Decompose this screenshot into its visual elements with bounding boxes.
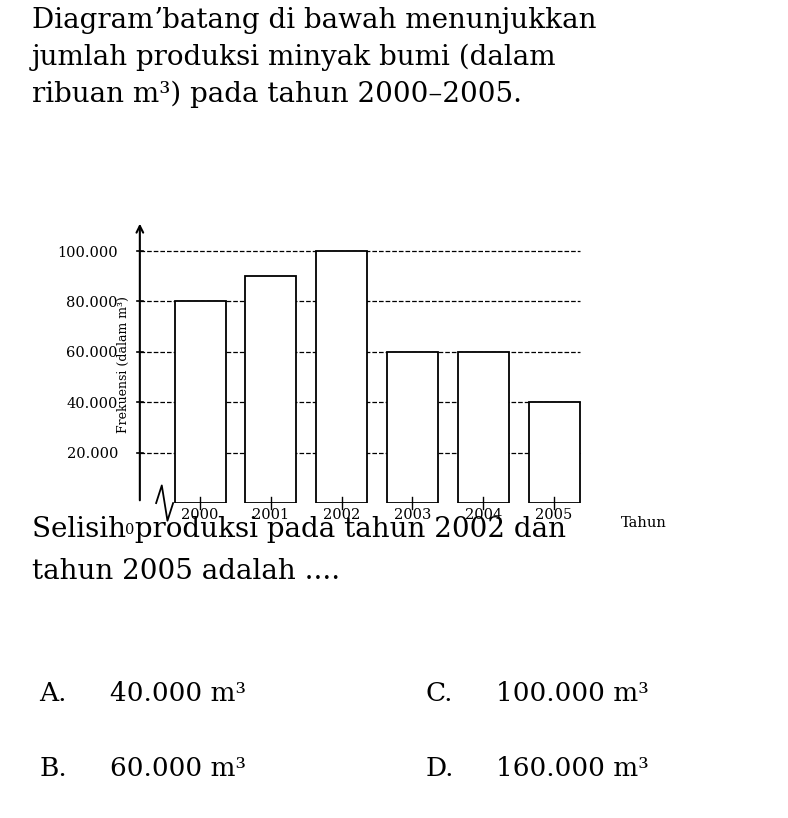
Text: D.: D. [426, 756, 454, 781]
Text: B.: B. [39, 756, 67, 781]
Bar [316, 251, 367, 503]
Bar [245, 276, 296, 503]
Text: Frekuensi (dalam m³): Frekuensi (dalam m³) [117, 296, 130, 433]
Text: 40.000 m³: 40.000 m³ [110, 681, 247, 706]
Text: 0: 0 [125, 524, 134, 537]
Text: Tahun: Tahun [621, 515, 667, 530]
Text: 160.000 m³: 160.000 m³ [496, 756, 649, 781]
Bar [529, 402, 579, 503]
Text: 60.000 m³: 60.000 m³ [110, 756, 247, 781]
Text: A.: A. [39, 681, 67, 706]
Text: Selisih produksi pada tahun 2002 dan
tahun 2005 adalah ....: Selisih produksi pada tahun 2002 dan tah… [32, 516, 566, 585]
Text: C.: C. [426, 681, 453, 706]
Text: 100.000 m³: 100.000 m³ [496, 681, 649, 706]
Bar [387, 352, 438, 503]
Text: Diagramʼbatang di bawah menunjukkan
jumlah produksi minyak bumi (dalam
ribuan m³: Diagramʼbatang di bawah menunjukkan juml… [32, 7, 596, 108]
Bar [174, 302, 225, 503]
Bar [458, 352, 509, 503]
